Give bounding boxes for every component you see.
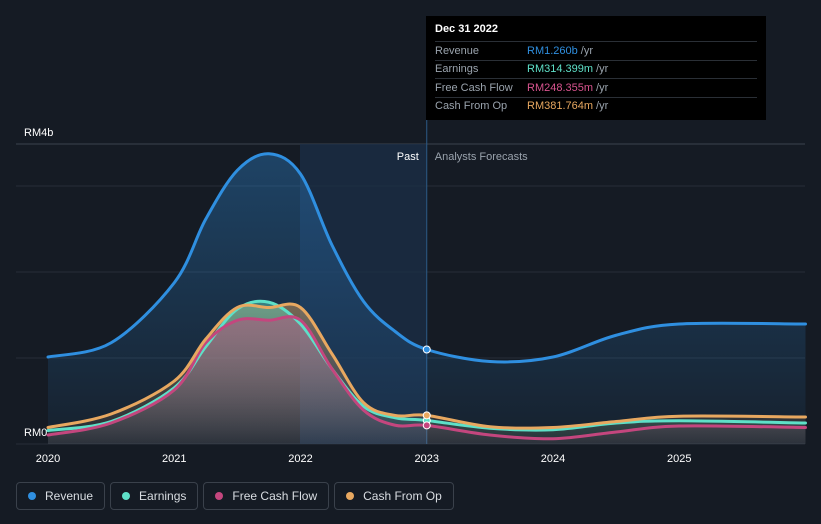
legend-label: Earnings	[139, 489, 187, 503]
x-tick-label: 2020	[36, 453, 60, 465]
axis-labels: RM4b RM0 2020 2021 2022 2023 2024 2025 Past Analy…	[24, 127, 691, 465]
tooltip-unit: /yr	[596, 81, 609, 94]
chart-legend: Revenue Earnings Free Cash Flow Cash Fro…	[16, 482, 454, 512]
tooltip-label: Earnings	[435, 63, 479, 76]
point-marker-revenue	[422, 345, 431, 354]
tooltip-value: RM1.260b	[527, 44, 578, 57]
legend-item-cash-from-op[interactable]: Cash From Op	[334, 482, 454, 510]
legend-item-revenue[interactable]: Revenue	[16, 482, 106, 510]
series-line-revenue	[46, 152, 807, 364]
tooltip-row-free-cash-flow: Free Cash Flow RM248.355m /yr	[435, 78, 757, 97]
series-areas	[48, 153, 806, 445]
x-tick-label: 2022	[288, 453, 312, 465]
tooltip-value: RM248.355m	[527, 81, 594, 94]
x-tick-label: 2025	[667, 453, 691, 465]
series-line-cash-from-op	[46, 302, 807, 430]
past-label: Past	[397, 151, 419, 163]
tooltip-unit: /yr	[580, 44, 593, 57]
legend-dot-icon	[215, 492, 224, 500]
tooltip-date: Dec 31 2022	[435, 23, 498, 35]
tooltip-label: Revenue	[435, 44, 480, 57]
legend-label: Revenue	[45, 489, 94, 503]
tooltip-unit: /yr	[596, 100, 609, 113]
x-tick-label: 2021	[162, 453, 186, 465]
data-tooltip: Dec 31 2022 Revenue RM1.260b /yr Earning…	[426, 16, 766, 120]
legend-dot-icon	[122, 492, 131, 500]
legend-label: Cash From Op	[363, 489, 442, 503]
tooltip-label: Cash From Op	[435, 100, 508, 113]
tooltip-value: RM314.399m	[527, 63, 594, 76]
x-tick-label: 2024	[541, 453, 565, 465]
tooltip-label: Free Cash Flow	[435, 81, 513, 94]
legend-label: Free Cash Flow	[232, 489, 318, 503]
highlight-markers	[422, 345, 431, 430]
tooltip-value: RM381.764m	[527, 100, 594, 113]
legend-dot-icon	[346, 492, 355, 500]
x-tick-label: 2023	[415, 453, 439, 465]
point-marker-free-cash-flow	[422, 421, 431, 430]
forecast-label: Analysts Forecasts	[435, 151, 528, 163]
tooltip-row-cash-from-op: Cash From Op RM381.764m /yr	[435, 96, 757, 116]
series-lines	[46, 152, 807, 441]
tooltip-row-earnings: Earnings RM314.399m /yr	[435, 59, 757, 79]
y-axis-bottom-label: RM0	[24, 427, 47, 439]
y-axis-top-label: RM4b	[24, 127, 53, 139]
point-marker-cash-from-op	[422, 411, 431, 420]
tooltip-row-revenue: Revenue RM1.260b /yr	[435, 41, 757, 60]
legend-item-free-cash-flow[interactable]: Free Cash Flow	[203, 482, 330, 510]
legend-dot-icon	[28, 492, 36, 500]
legend-item-earnings[interactable]: Earnings	[110, 482, 199, 510]
series-area-free-cash-flow	[48, 316, 806, 444]
tooltip-unit: /yr	[596, 63, 609, 76]
series-line-free-cash-flow	[46, 315, 807, 441]
